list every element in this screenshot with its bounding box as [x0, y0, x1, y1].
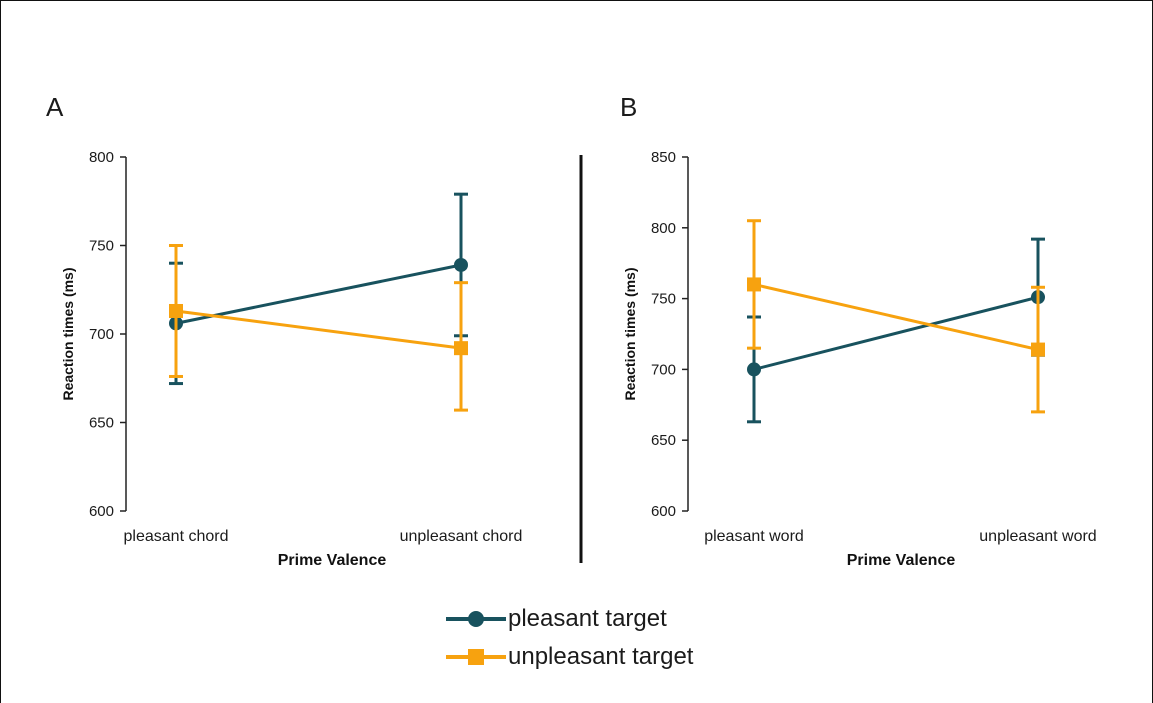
x-tick-label: pleasant chord: [124, 528, 229, 545]
circle-marker-icon: [446, 611, 506, 627]
y-tick-label: 600: [651, 503, 676, 520]
series-line: [175, 309, 462, 350]
x-tick-label: unpleasant word: [979, 528, 1096, 545]
legend-item-pleasant: pleasant target: [446, 600, 846, 638]
y-tick-label: 650: [651, 432, 676, 449]
y-tick-label: 800: [651, 220, 676, 237]
y-tick-label: 800: [89, 149, 114, 166]
data-point: [747, 362, 761, 377]
y-axis-title: Reaction times (ms): [60, 267, 76, 400]
y-tick-label: 750: [651, 291, 676, 308]
series-line: [175, 263, 462, 325]
chart-panel-b: 600 650 700 750 800 850 Reaction times (ms) ple…: [622, 149, 1097, 569]
x-axis-title: Prime Valence: [847, 552, 956, 569]
series-line: [753, 282, 1039, 352]
data-point: [454, 257, 468, 272]
y-tick-label: 650: [89, 415, 114, 432]
series-pleasant-target: [747, 237, 1045, 424]
square-marker-icon: [446, 649, 506, 665]
series-unpleasant-target: [747, 219, 1045, 414]
y-axis-title: Reaction times (ms): [622, 267, 638, 400]
series-line: [753, 295, 1039, 371]
x-tick-label: pleasant word: [704, 528, 804, 545]
panel-a-label: A: [46, 92, 64, 122]
y-tick-label: 700: [89, 326, 114, 343]
legend: pleasant target unpleasant target: [446, 600, 846, 676]
y-tick-label: 600: [89, 503, 114, 520]
legend-label: unpleasant target: [508, 643, 694, 670]
data-point: [1031, 342, 1045, 357]
y-tick-label: 850: [651, 149, 676, 166]
legend-item-unpleasant: unpleasant target: [446, 638, 846, 676]
y-tick-label: 750: [89, 238, 114, 255]
series-unpleasant-target: [169, 244, 468, 412]
data-point: [454, 341, 468, 356]
x-tick-label: unpleasant chord: [400, 528, 523, 545]
series-pleasant-target: [169, 192, 468, 386]
legend-label: pleasant target: [508, 605, 667, 632]
data-point: [747, 277, 761, 292]
panel-b-label: B: [620, 92, 637, 122]
x-axis-title: Prime Valence: [278, 552, 387, 569]
y-tick-label: 700: [651, 361, 676, 378]
data-point: [169, 303, 183, 318]
chart-panel-a: 600 650 700 750 800 Reaction times (ms) pleasa…: [60, 149, 522, 569]
